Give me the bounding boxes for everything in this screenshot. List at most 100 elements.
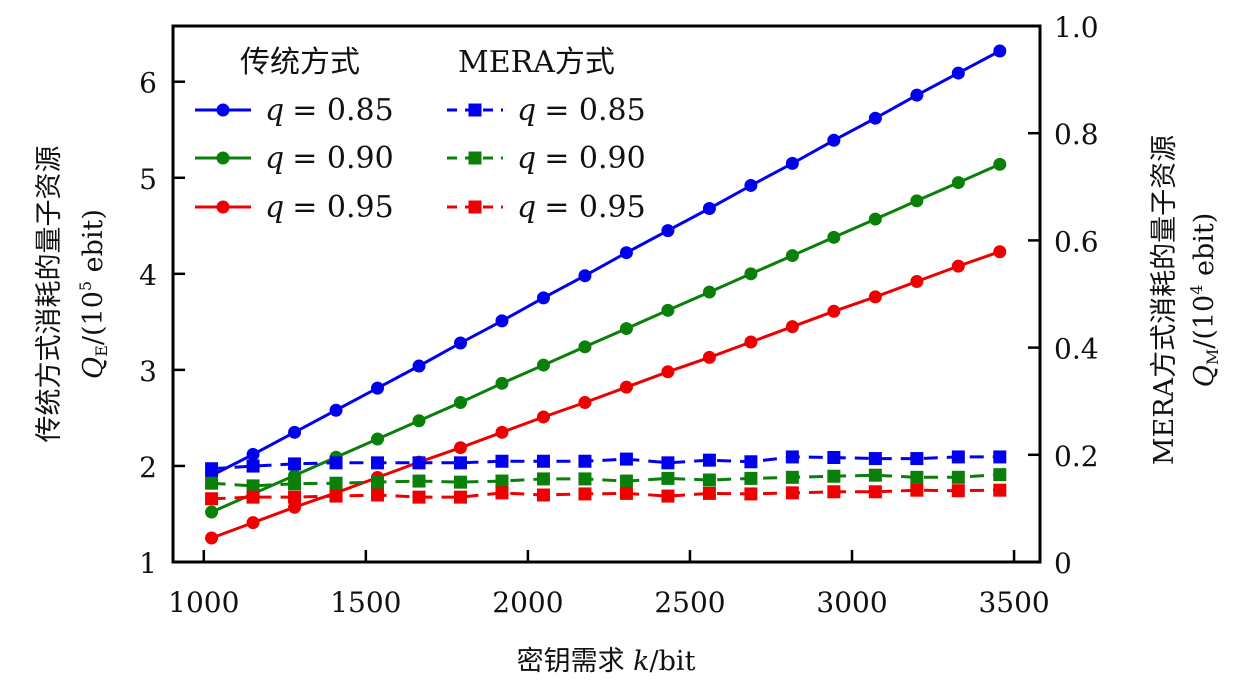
data-point	[744, 335, 758, 349]
legend-q-var: q	[517, 141, 536, 176]
right-y-axis-title-line1: MERA方式消耗的量子资源	[1149, 135, 1180, 465]
data-point	[868, 290, 882, 304]
legend-q-value: = 0.90	[292, 141, 393, 176]
left-y-end: ebit)	[78, 209, 109, 281]
data-point	[951, 259, 965, 273]
data-point	[288, 500, 302, 514]
data-point	[868, 468, 882, 482]
legend-label: q = 0.90	[265, 141, 394, 176]
data-point	[536, 358, 550, 372]
data-point	[702, 473, 716, 487]
x-tick-label: 3500	[978, 586, 1049, 619]
left-y-tick-label: 2	[139, 451, 157, 484]
data-point	[785, 320, 799, 334]
series-traditional-085	[205, 44, 1007, 483]
series-layer	[205, 44, 1007, 545]
data-point	[619, 322, 633, 336]
data-point	[329, 456, 343, 470]
data-point	[744, 178, 758, 192]
data-point	[744, 267, 758, 281]
data-point	[702, 350, 716, 364]
data-point	[371, 475, 385, 489]
legend-q-var: q	[265, 93, 284, 128]
data-point	[371, 456, 385, 470]
legend-title-traditional: 传统方式	[240, 45, 360, 80]
series-line	[211, 473, 1000, 488]
data-point	[578, 454, 592, 468]
data-point	[868, 485, 882, 499]
data-point	[578, 340, 592, 354]
left-y-tick-label: 5	[139, 163, 157, 196]
data-point	[827, 485, 841, 499]
data-point	[702, 453, 716, 467]
x-tick-label: 3000	[816, 586, 887, 619]
left-y-axis-title-line2: QE/(105 ebit)	[76, 209, 111, 379]
data-point	[868, 452, 882, 466]
data-point	[495, 474, 509, 488]
legend-entry: q = 0.85	[195, 93, 394, 128]
data-point	[412, 414, 426, 428]
data-point	[329, 403, 343, 417]
data-point	[371, 432, 385, 446]
legend-q-var: q	[517, 190, 536, 225]
legend-label: q = 0.95	[517, 190, 646, 225]
data-point	[661, 456, 675, 470]
data-point	[246, 459, 260, 473]
data-point	[910, 275, 924, 289]
right-y-tick-label: 0.2	[1054, 440, 1099, 473]
right-y-tick-label: 0	[1054, 547, 1072, 580]
data-point	[536, 291, 550, 305]
data-point	[288, 490, 302, 504]
right-y-tick-label: 0.4	[1054, 333, 1099, 366]
data-point	[246, 479, 260, 493]
legend-q-value: = 0.95	[292, 190, 393, 225]
data-point	[288, 457, 302, 471]
data-point	[453, 396, 467, 410]
series-line	[211, 455, 1000, 471]
legend-q-var: q	[265, 141, 284, 176]
data-point	[661, 365, 675, 379]
data-point	[495, 376, 509, 390]
data-point	[205, 492, 219, 506]
left-y-tick-label: 1	[139, 547, 157, 580]
legend-marker-circle	[216, 200, 230, 214]
data-point	[785, 450, 799, 464]
legend-marker-circle	[216, 103, 230, 117]
data-point	[827, 450, 841, 464]
data-point	[661, 303, 675, 317]
data-point	[785, 249, 799, 263]
legend-label: q = 0.85	[517, 93, 646, 128]
legend-entry: q = 0.95	[447, 190, 646, 225]
data-point	[453, 441, 467, 455]
series-traditional-095	[205, 245, 1007, 545]
data-point	[288, 477, 302, 491]
data-point	[951, 484, 965, 498]
data-point	[495, 486, 509, 500]
x-axis-title: 密钥需求 k/bit	[517, 646, 696, 677]
legend-marker-square	[468, 151, 482, 165]
series-mera-085	[205, 450, 1007, 476]
data-point	[205, 531, 219, 545]
data-point	[744, 455, 758, 469]
left-y-sup: 5	[76, 281, 95, 291]
data-point	[205, 476, 219, 490]
series-line	[210, 49, 1001, 477]
data-point	[495, 314, 509, 328]
data-point	[910, 88, 924, 102]
legend-title-mera: MERA方式	[458, 45, 615, 80]
data-point	[993, 44, 1007, 58]
data-point	[910, 194, 924, 208]
data-point	[578, 487, 592, 501]
data-point	[495, 454, 509, 468]
data-point	[993, 245, 1007, 259]
x-tick-label: 2000	[492, 586, 563, 619]
data-point	[371, 488, 385, 502]
legend-entry: q = 0.90	[447, 141, 646, 176]
legend-marker-circle	[216, 151, 230, 165]
data-point	[993, 450, 1007, 464]
data-point	[868, 212, 882, 226]
legend-entry: q = 0.95	[195, 190, 394, 225]
plot-frame	[171, 24, 1042, 564]
left-y-tick-label: 3	[139, 355, 157, 388]
legend-entries: q = 0.85q = 0.90q = 0.95q = 0.85q = 0.90q = 0.…	[195, 93, 646, 225]
